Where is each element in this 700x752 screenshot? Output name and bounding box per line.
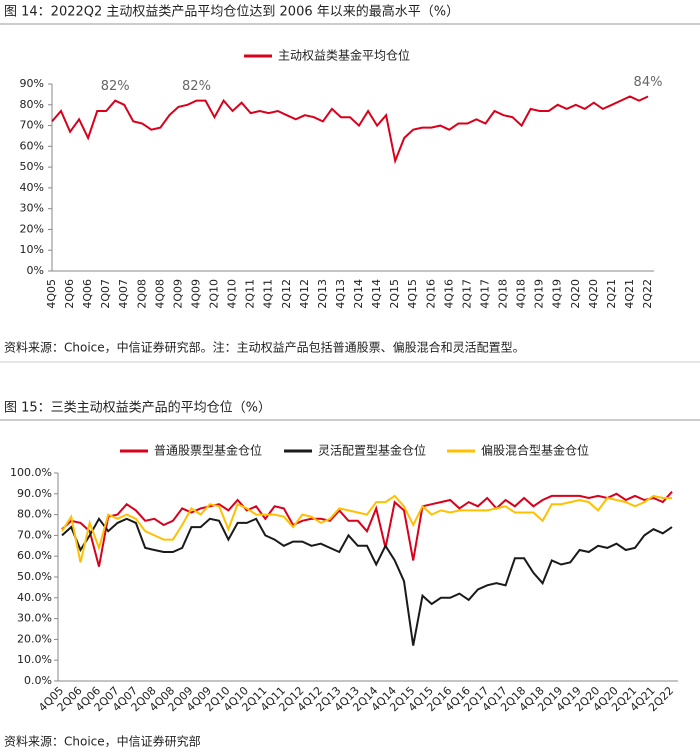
y-tick-label: 70.0%: [17, 528, 52, 541]
x-tick-label: 2Q18: [497, 279, 510, 309]
y-tick-label: 50.0%: [17, 570, 52, 583]
x-tick-label: 4Q17: [478, 279, 491, 309]
y-tick-label: 30%: [20, 202, 44, 215]
figure-title: 图 15：三类主动权益类产品的平均仓位（%）: [4, 400, 271, 416]
x-tick-label: 2Q19: [533, 279, 546, 309]
x-tick-label: 2Q11: [244, 279, 257, 309]
x-tick-label: 2Q20: [569, 279, 582, 309]
y-tick-label: 90.0%: [17, 487, 52, 500]
y-tick-label: 30.0%: [17, 612, 52, 625]
x-tick-label: 2Q09: [171, 279, 184, 309]
y-tick-label: 50%: [20, 160, 44, 173]
legend-label: 偏股混合型基金仓位: [481, 443, 589, 458]
y-tick-label: 90%: [20, 77, 44, 90]
source-note: 资料来源：Choice，中信证券研究部。注：主动权益产品包括普通股票、偏股混合和…: [4, 340, 525, 355]
data-label: 82%: [182, 79, 211, 94]
x-tick-label: 4Q21: [623, 279, 636, 309]
x-tick-label: 4Q20: [587, 279, 600, 309]
data-label: 82%: [101, 79, 130, 94]
x-tick-label: 2Q08: [135, 279, 148, 309]
x-tick-label: 4Q11: [262, 279, 275, 309]
x-tick-label: 2Q07: [99, 279, 112, 309]
y-tick-label: 20.0%: [17, 632, 52, 645]
y-tick-label: 70%: [20, 119, 44, 132]
x-tick-label: 4Q15: [406, 279, 419, 309]
x-tick-label: 2Q15: [388, 279, 401, 309]
x-tick-label: 2Q10: [208, 279, 221, 309]
x-tick-label: 4Q19: [551, 279, 564, 309]
y-tick-label: 0.0%: [24, 674, 52, 687]
series-line: [51, 95, 649, 165]
x-tick-label: 4Q18: [515, 279, 528, 309]
y-tick-label: 0%: [27, 264, 44, 277]
x-tick-label: 4Q07: [117, 279, 130, 309]
data-label: 84%: [634, 75, 663, 90]
y-tick-label: 20%: [20, 222, 44, 235]
series-line: [61, 516, 673, 646]
x-tick-label: 4Q16: [442, 279, 455, 309]
y-tick-label: 10.0%: [17, 653, 52, 666]
x-tick-label: 2Q06: [63, 279, 76, 309]
y-tick-label: 80%: [20, 98, 44, 111]
y-tick-label: 40%: [20, 181, 44, 194]
series-line: [61, 494, 672, 563]
x-tick-label: 2Q21: [605, 279, 618, 309]
y-tick-label: 10%: [20, 243, 44, 256]
y-tick-label: 100.0%: [10, 466, 52, 479]
y-tick-label: 60%: [20, 139, 44, 152]
x-tick-label: 4Q09: [189, 279, 202, 309]
x-tick-label: 2Q12: [280, 279, 293, 309]
x-tick-label: 4Q05: [45, 279, 58, 309]
x-tick-label: 4Q08: [153, 279, 166, 309]
y-tick-label: 80.0%: [17, 508, 52, 521]
x-tick-label: 2Q17: [460, 279, 473, 309]
y-tick-label: 60.0%: [17, 549, 52, 562]
x-tick-label: 2Q13: [316, 279, 329, 309]
legend-label: 灵活配置型基金仓位: [318, 443, 426, 458]
x-tick-label: 2Q14: [352, 279, 365, 309]
legend-label: 主动权益类基金平均仓位: [278, 48, 410, 63]
x-tick-label: 4Q13: [334, 279, 347, 309]
x-tick-label: 2Q22: [641, 279, 654, 309]
x-tick-label: 2Q16: [424, 279, 437, 309]
legend-label: 普通股票型基金仓位: [154, 443, 262, 458]
x-tick-label: 4Q10: [226, 279, 239, 309]
x-tick-label: 4Q06: [81, 279, 94, 309]
series-line: [61, 491, 673, 567]
source-note: 资料来源：Choice，中信证券研究部: [4, 734, 201, 749]
x-tick-label: 4Q14: [370, 279, 383, 309]
figure-title: 图 14：2022Q2 主动权益类产品平均仓位达到 2006 年以来的最高水平（…: [4, 4, 459, 20]
y-tick-label: 40.0%: [17, 591, 52, 604]
x-tick-label: 4Q12: [298, 279, 311, 309]
